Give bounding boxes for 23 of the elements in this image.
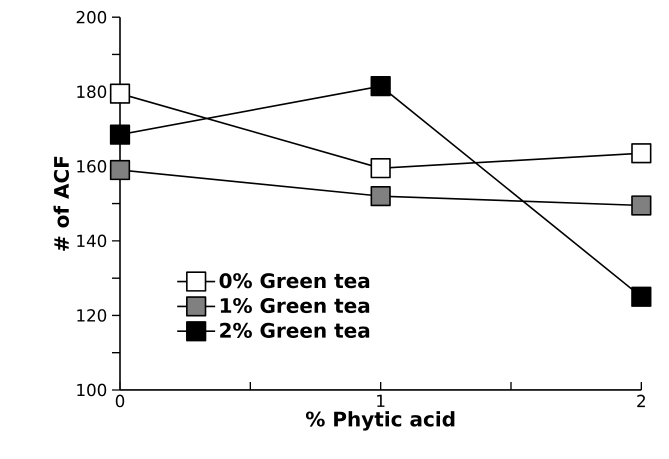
x-tick-label: 0 bbox=[116, 394, 124, 408]
legend-label: 0% Green tea bbox=[220, 273, 370, 288]
point bbox=[370, 186, 391, 206]
x-tick-label: 1 bbox=[377, 394, 384, 407]
point bbox=[110, 160, 130, 180]
point bbox=[370, 76, 391, 96]
y-tick-label: 200 bbox=[76, 10, 106, 24]
x-axis-title: % Phytic acid bbox=[306, 411, 454, 431]
y-tick-label: 100 bbox=[77, 384, 106, 396]
y-tick-label: 160 bbox=[77, 160, 106, 173]
x-tick-label: 2 bbox=[637, 394, 645, 408]
legend-label: 1% Green tea bbox=[220, 298, 370, 314]
y-tick-label: 140 bbox=[77, 234, 106, 248]
y-tick-label: 180 bbox=[77, 85, 106, 98]
y-axis-title: # of ACF bbox=[54, 156, 70, 251]
point bbox=[631, 286, 652, 307]
point bbox=[110, 83, 130, 104]
point bbox=[110, 124, 130, 145]
y-tick-label: 120 bbox=[77, 309, 106, 322]
point bbox=[370, 158, 391, 178]
point bbox=[631, 195, 652, 216]
point bbox=[631, 143, 652, 164]
legend-label: 2% Green tea bbox=[220, 322, 370, 338]
